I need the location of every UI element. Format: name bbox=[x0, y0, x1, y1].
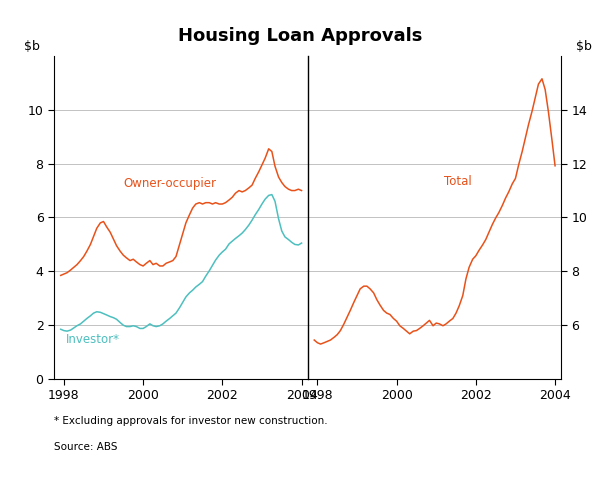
Text: Total: Total bbox=[444, 175, 472, 188]
Text: Investor*: Investor* bbox=[66, 333, 120, 346]
Text: Housing Loan Approvals: Housing Loan Approvals bbox=[178, 27, 422, 45]
Text: Owner-occupier: Owner-occupier bbox=[124, 176, 217, 190]
Text: Source: ABS: Source: ABS bbox=[54, 442, 118, 452]
Text: $b: $b bbox=[575, 40, 592, 52]
Text: $b: $b bbox=[23, 40, 40, 52]
Text: * Excluding approvals for investor new construction.: * Excluding approvals for investor new c… bbox=[54, 416, 328, 426]
